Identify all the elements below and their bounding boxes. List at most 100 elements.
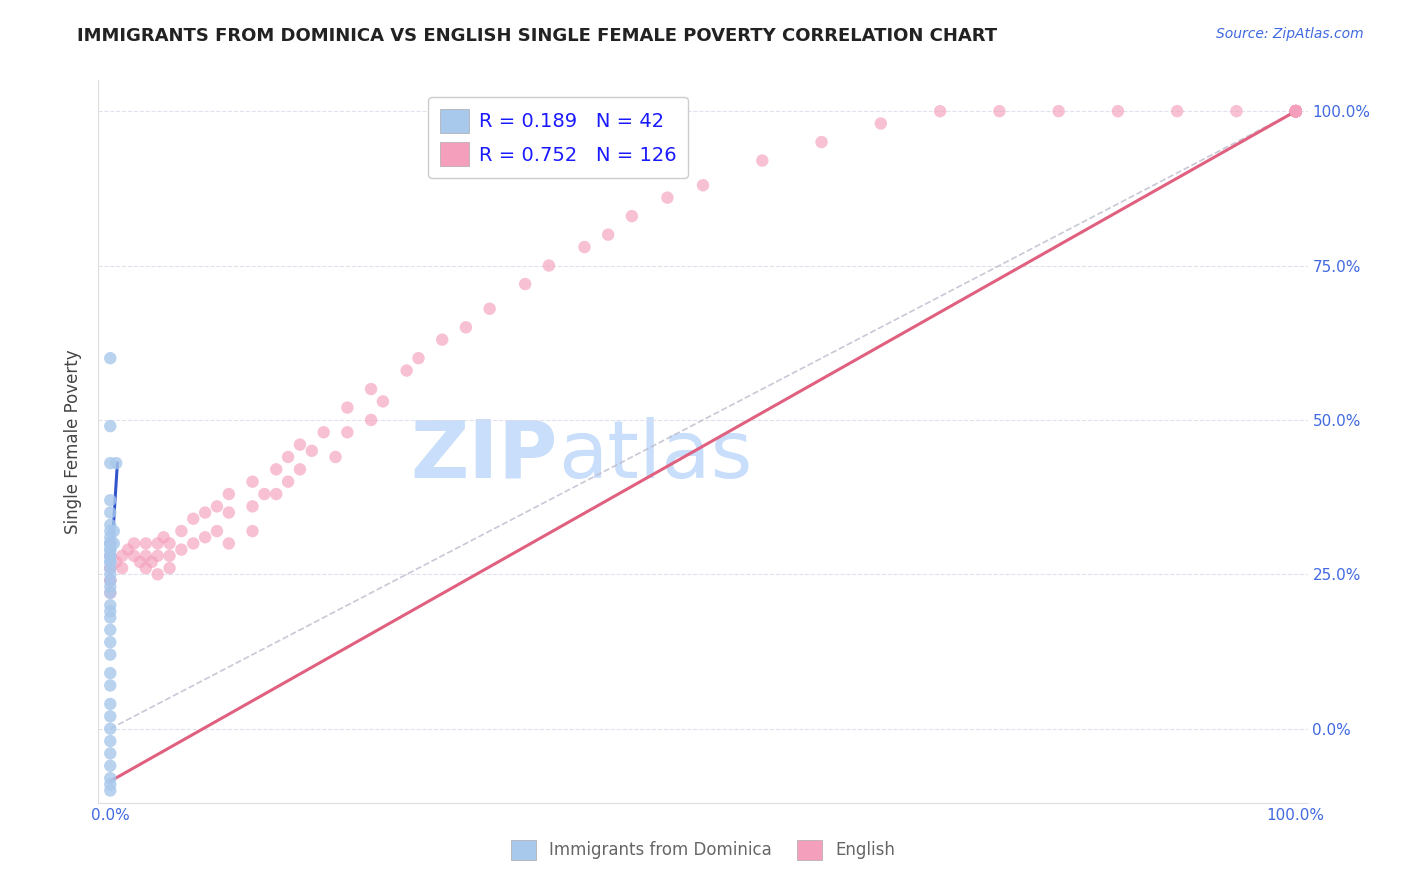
- Point: [1285, 104, 1308, 119]
- Point: [1285, 104, 1308, 119]
- Point: [692, 178, 714, 193]
- Point: [135, 549, 157, 563]
- Point: [869, 116, 891, 130]
- Point: [98, 536, 121, 550]
- Point: [98, 586, 121, 600]
- Point: [98, 697, 121, 711]
- Point: [312, 425, 335, 440]
- Point: [98, 574, 121, 588]
- Point: [598, 227, 620, 242]
- Point: [98, 549, 121, 563]
- Point: [1285, 104, 1308, 119]
- Point: [1285, 104, 1308, 119]
- Point: [194, 530, 217, 544]
- Point: [122, 549, 145, 563]
- Point: [98, 586, 121, 600]
- Point: [242, 500, 264, 514]
- Point: [98, 419, 121, 434]
- Point: [181, 536, 204, 550]
- Point: [181, 512, 204, 526]
- Point: [170, 542, 193, 557]
- Point: [929, 104, 952, 119]
- Point: [1285, 104, 1308, 119]
- Point: [103, 536, 125, 550]
- Point: [117, 542, 139, 557]
- Point: [135, 561, 157, 575]
- Point: [98, 561, 121, 575]
- Point: [454, 320, 477, 334]
- Point: [98, 666, 121, 681]
- Point: [170, 524, 193, 538]
- Point: [1285, 104, 1308, 119]
- Point: [1285, 104, 1308, 119]
- Point: [478, 301, 501, 316]
- Point: [1285, 104, 1308, 119]
- Point: [1285, 104, 1308, 119]
- Point: [98, 536, 121, 550]
- Point: [218, 487, 240, 501]
- Point: [159, 561, 181, 575]
- Point: [1285, 104, 1308, 119]
- Point: [135, 536, 157, 550]
- Point: [1285, 104, 1308, 119]
- Point: [129, 555, 152, 569]
- Point: [1225, 104, 1247, 119]
- Point: [242, 524, 264, 538]
- Point: [98, 536, 121, 550]
- Point: [1285, 104, 1308, 119]
- Point: [1285, 104, 1308, 119]
- Point: [336, 401, 359, 415]
- Text: IMMIGRANTS FROM DOMINICA VS ENGLISH SINGLE FEMALE POVERTY CORRELATION CHART: IMMIGRANTS FROM DOMINICA VS ENGLISH SING…: [77, 27, 997, 45]
- Point: [122, 536, 145, 550]
- Point: [537, 259, 560, 273]
- Point: [1285, 104, 1308, 119]
- Point: [146, 536, 169, 550]
- Point: [1285, 104, 1308, 119]
- Point: [1285, 104, 1308, 119]
- Point: [1285, 104, 1308, 119]
- Point: [1285, 104, 1308, 119]
- Point: [103, 524, 125, 538]
- Point: [360, 382, 382, 396]
- Point: [336, 425, 359, 440]
- Point: [98, 623, 121, 637]
- Point: [1285, 104, 1308, 119]
- Point: [98, 567, 121, 582]
- Point: [98, 604, 121, 618]
- Point: [98, 734, 121, 748]
- Point: [98, 555, 121, 569]
- Point: [218, 536, 240, 550]
- Point: [1285, 104, 1308, 119]
- Point: [657, 191, 679, 205]
- Point: [218, 506, 240, 520]
- Point: [98, 722, 121, 736]
- Point: [105, 555, 128, 569]
- Point: [98, 747, 121, 761]
- Point: [1285, 104, 1308, 119]
- Point: [1285, 104, 1308, 119]
- Point: [105, 456, 128, 470]
- Point: [98, 598, 121, 612]
- Point: [1285, 104, 1308, 119]
- Point: [1285, 104, 1308, 119]
- Point: [194, 506, 217, 520]
- Point: [152, 530, 174, 544]
- Point: [1285, 104, 1308, 119]
- Point: [98, 610, 121, 624]
- Point: [1285, 104, 1308, 119]
- Point: [146, 549, 169, 563]
- Point: [1285, 104, 1308, 119]
- Point: [620, 209, 643, 223]
- Point: [371, 394, 394, 409]
- Point: [1285, 104, 1308, 119]
- Point: [288, 437, 311, 451]
- Point: [810, 135, 832, 149]
- Point: [98, 555, 121, 569]
- Point: [98, 574, 121, 588]
- Point: [98, 456, 121, 470]
- Point: [98, 536, 121, 550]
- Point: [98, 678, 121, 692]
- Text: ZIP: ZIP: [411, 417, 558, 495]
- Point: [1285, 104, 1308, 119]
- Point: [98, 777, 121, 791]
